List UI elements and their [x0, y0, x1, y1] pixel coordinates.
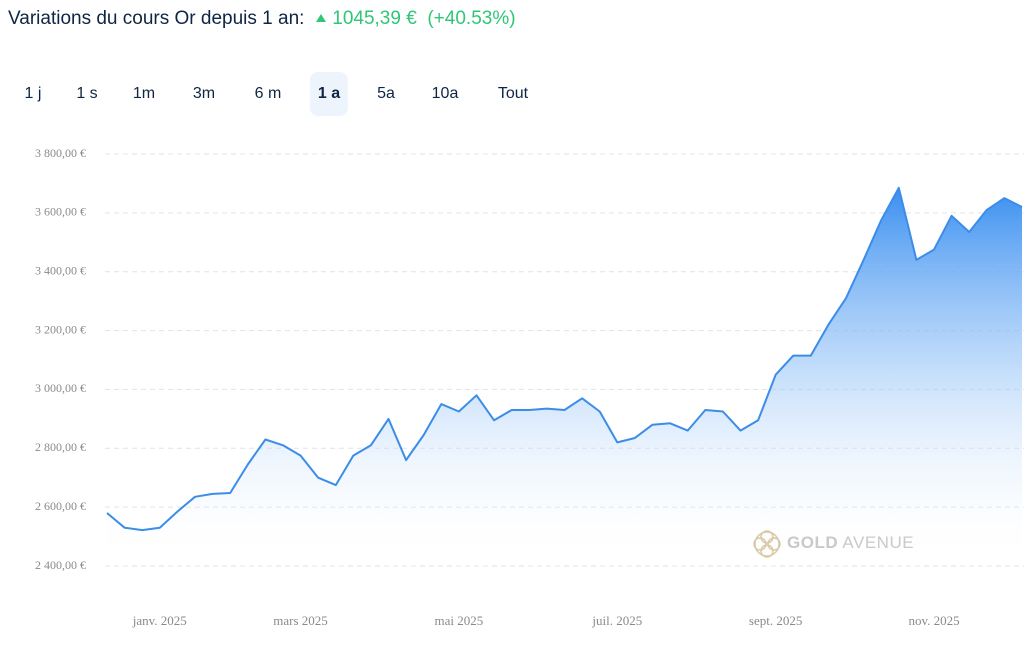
y-tick-label: 2 600,00 €: [35, 499, 86, 513]
y-tick-label: 2 800,00 €: [35, 440, 86, 454]
logo-light: AVENUE: [842, 533, 914, 552]
up-arrow: [315, 14, 326, 22]
y-tick-label: 3 800,00 €: [35, 146, 86, 160]
logo-bold: GOLD: [787, 533, 838, 552]
range-tab[interactable]: 1 j: [24, 85, 42, 102]
range-tab[interactable]: Tout: [497, 85, 529, 102]
change-value: 1045,39 €: [332, 8, 417, 29]
x-tick-label: nov. 2025: [908, 613, 959, 628]
x-tick-label: mai 2025: [435, 613, 484, 628]
y-tick-label: 3 200,00 €: [35, 322, 86, 336]
logo-icon: [753, 530, 781, 558]
header-change: 1045,39 € (+40.53%): [310, 8, 516, 29]
range-tab[interactable]: 10a: [431, 85, 459, 102]
price-line: [106, 186, 1023, 532]
range-tab[interactable]: 1 a: [309, 72, 349, 116]
range-tab[interactable]: 6 m: [254, 85, 282, 102]
logo-text: GOLD AVENUE: [787, 533, 914, 552]
logo: GOLD AVENUE: [753, 530, 914, 558]
x-tick-label: sept. 2025: [749, 613, 802, 628]
area-fill: [107, 187, 1022, 567]
header: Variations du cours Or depuis 1 an: 1045…: [8, 8, 516, 30]
y-tick-label: 2 400,00 €: [35, 558, 86, 572]
y-tick-label: 3 000,00 €: [35, 381, 86, 395]
x-tick-label: mars 2025: [273, 613, 328, 628]
range-tab[interactable]: 5a: [377, 85, 395, 102]
range-tab[interactable]: 1m: [132, 85, 156, 102]
range-tab[interactable]: 1 s: [76, 85, 98, 102]
x-tick-label: janv. 2025: [132, 613, 187, 628]
x-tick-label: juil. 2025: [591, 613, 642, 628]
y-tick-label: 3 600,00 €: [35, 205, 86, 219]
range-tabs: 1 j 1 s 1m 3m 6 m 1 a 5a 10a Tout: [0, 72, 600, 118]
header-title: Variations du cours Or depuis 1 an:: [8, 8, 305, 29]
range-tab[interactable]: 3m: [192, 85, 216, 102]
y-tick-label: 3 400,00 €: [35, 263, 86, 277]
change-percent: (+40.53%): [427, 8, 516, 29]
